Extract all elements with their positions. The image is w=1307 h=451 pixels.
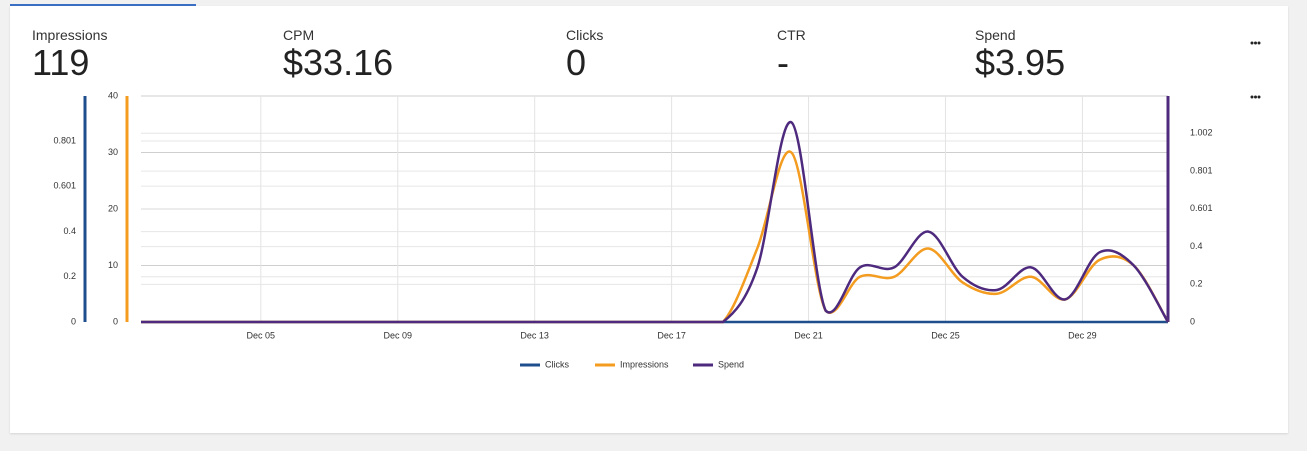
legend-label: Spend (718, 359, 744, 369)
chart-menu[interactable] (1250, 95, 1261, 99)
y-tick-label: 0.4 (1190, 241, 1203, 251)
y-tick-label: 1.002 (1190, 128, 1213, 138)
card (10, 6, 1288, 433)
legend-label: Impressions (620, 359, 669, 369)
y-tick-label: 0 (71, 316, 76, 326)
more-menu[interactable] (1250, 41, 1261, 45)
grid (141, 95, 1168, 323)
kpi: CTR - (777, 27, 806, 81)
y-tick-label: 30 (108, 147, 118, 157)
y-tick-label: 0.601 (1190, 203, 1213, 213)
y-tick-label: 0.2 (63, 271, 76, 281)
kpi: Clicks 0 (566, 27, 603, 81)
series-line (141, 121, 1170, 324)
x-tick-label: Dec 29 (1068, 330, 1097, 340)
x-tick-label: Dec 25 (931, 330, 960, 340)
kpi: Spend $3.95 (975, 27, 1065, 81)
y-tick-label: 40 (108, 90, 118, 100)
series-line (141, 150, 1170, 324)
active-tab[interactable] (10, 4, 196, 6)
kpi-label: Impressions (32, 27, 108, 43)
legend-label: Clicks (545, 359, 569, 369)
x-tick-label: Dec 17 (657, 330, 686, 340)
y-tick-label: 0.2 (1190, 279, 1203, 289)
y-tick-label: 10 (108, 260, 118, 270)
x-tick-label: Dec 13 (520, 330, 549, 340)
y-tick-label: 0.801 (1190, 166, 1213, 176)
y-tick-label: 0.4 (63, 226, 76, 236)
x-tick-label: Dec 09 (383, 330, 412, 340)
kpi: CPM $33.16 (283, 27, 393, 81)
kpi-value: 119 (32, 42, 90, 83)
kpi-value: $3.95 (975, 42, 1066, 83)
y-tick-label: 0.601 (53, 181, 76, 191)
kpi-label: Spend (975, 27, 1016, 43)
kpi-value: 0 (566, 42, 587, 83)
y-tick-label: 0 (1190, 316, 1195, 326)
kpi-value: $33.16 (283, 42, 394, 83)
x-tick-label: Dec 05 (247, 330, 276, 340)
kpi-label: CTR (777, 27, 806, 43)
kpi-value: - (777, 42, 789, 83)
kpi-label: Clicks (566, 27, 604, 43)
kpi: Impressions 119 (32, 27, 107, 81)
kpi-label: CPM (283, 27, 315, 43)
y-tick-label: 20 (108, 203, 118, 213)
y-tick-label: 0.801 (53, 135, 76, 145)
x-tick-label: Dec 21 (794, 330, 823, 340)
y-tick-label: 0 (113, 316, 118, 326)
